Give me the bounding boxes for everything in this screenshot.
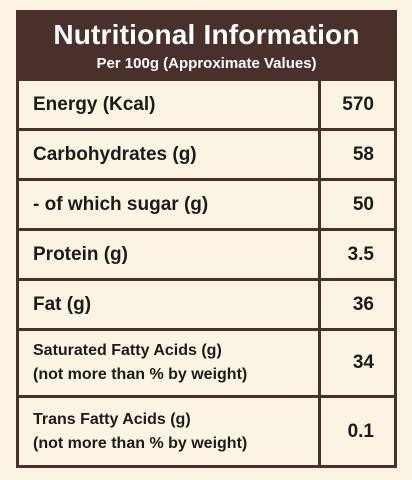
table-row: Saturated Fatty Acids (g) (not more than… [19, 331, 394, 395]
nutrient-value: 0.1 [321, 398, 394, 465]
table-subtitle: Per 100g (Approximate Values) [96, 55, 317, 72]
nutrient-value: 58 [321, 131, 394, 178]
nutrient-label-note: (not more than % by weight) [33, 366, 248, 383]
nutrient-label: Protein (g) [19, 231, 318, 278]
table-row: Fat (g) 36 [19, 281, 394, 328]
nutrition-rows: Energy (Kcal) 570 Carbohydrates (g) 58 -… [19, 81, 394, 465]
nutrient-label: Saturated Fatty Acids (g) (not more than… [19, 331, 318, 395]
table-row: Carbohydrates (g) 58 [19, 131, 394, 178]
nutrient-label: - of which sugar (g) [19, 181, 318, 228]
nutrient-value: 570 [321, 81, 394, 128]
table-row: - of which sugar (g) 50 [19, 181, 394, 228]
nutrient-label-line: Trans Fatty Acids (g) [33, 410, 191, 428]
nutrient-label: Fat (g) [19, 281, 318, 328]
nutrient-label-note: (not more than % by weight) [33, 434, 248, 452]
nutrition-table: Nutritional Information Per 100g (Approx… [16, 10, 397, 468]
nutrient-value: 34 [321, 331, 394, 395]
table-row: Protein (g) 3.5 [19, 231, 394, 278]
nutrient-label: Energy (Kcal) [19, 81, 318, 128]
table-row: Trans Fatty Acids (g) (not more than % b… [19, 398, 394, 465]
nutrient-value: 36 [321, 281, 394, 328]
nutrient-label: Trans Fatty Acids (g) (not more than % b… [19, 398, 318, 465]
nutrient-value: 50 [321, 181, 394, 228]
table-title: Nutritional Information [53, 19, 360, 50]
table-header: Nutritional Information Per 100g (Approx… [16, 10, 397, 78]
nutrient-label-line: Saturated Fatty Acids (g) [33, 342, 222, 359]
table-row: Energy (Kcal) 570 [19, 81, 394, 128]
nutrient-label-lines: Saturated Fatty Acids (g) (not more than… [33, 339, 247, 387]
nutrient-value: 3.5 [321, 231, 394, 278]
nutrient-label: Carbohydrates (g) [19, 131, 318, 178]
nutrient-label-lines: Trans Fatty Acids (g) (not more than % b… [33, 408, 247, 456]
